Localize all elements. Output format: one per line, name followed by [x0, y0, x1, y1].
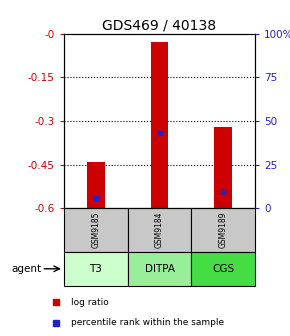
Bar [87, 162, 105, 208]
Text: CGS: CGS [212, 264, 234, 274]
Bar [64, 252, 128, 286]
Text: log ratio: log ratio [71, 298, 109, 307]
Text: GSM9189: GSM9189 [219, 212, 228, 248]
Bar [191, 252, 255, 286]
Bar [191, 208, 255, 252]
Title: GDS469 / 40138: GDS469 / 40138 [102, 18, 217, 33]
Text: agent: agent [12, 264, 42, 274]
Text: DITPA: DITPA [144, 264, 175, 274]
Bar [151, 42, 168, 208]
Bar [128, 208, 191, 252]
Text: percentile rank within the sample: percentile rank within the sample [71, 318, 224, 327]
Text: GSM9184: GSM9184 [155, 212, 164, 248]
Text: T3: T3 [89, 264, 102, 274]
Text: GSM9185: GSM9185 [91, 212, 100, 248]
Bar [214, 127, 232, 208]
Bar [128, 252, 191, 286]
Bar [64, 208, 128, 252]
